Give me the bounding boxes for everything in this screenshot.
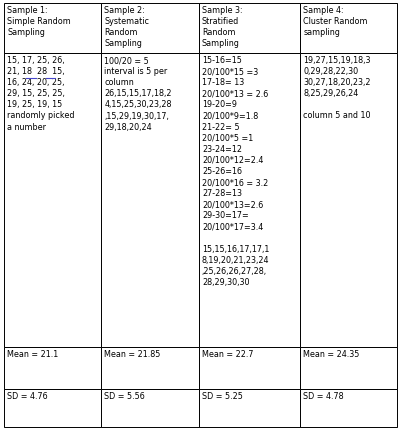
Text: SD = 4.78: SD = 4.78 (303, 392, 344, 401)
Bar (199, 53, 300, 347)
Bar (199, 347, 300, 389)
Text: Mean = 21.1: Mean = 21.1 (7, 350, 58, 359)
Bar (199, 3, 300, 53)
Text: Sample 3:
Stratified
Random
Sampling: Sample 3: Stratified Random Sampling (202, 6, 243, 48)
Text: SD = 4.76: SD = 4.76 (7, 392, 48, 401)
Bar (101, 389, 199, 427)
Bar (199, 389, 300, 427)
Bar (101, 3, 199, 53)
Text: Mean = 24.35: Mean = 24.35 (303, 350, 360, 359)
Text: 15-16=15
20/100*15 =3
17-18= 13
20/100*13 = 2.6
19-20=9
20/100*9=1.8
21-22= 5
20: 15-16=15 20/100*15 =3 17-18= 13 20/100*1… (202, 56, 269, 287)
Text: 15, 17, 25, 26,
21, 18  28  15,
16, 24, 20, 25,
29, 15, 25, 25,
19, 25, 19, 15
r: 15, 17, 25, 26, 21, 18 28 15, 16, 24, 20… (7, 56, 75, 132)
Bar (101, 53, 199, 347)
Bar (300, 389, 397, 427)
Bar (4, 347, 101, 389)
Bar (300, 347, 397, 389)
Bar (4, 3, 101, 53)
Bar (101, 347, 199, 389)
Text: 100/20 = 5
interval is 5 per
column
26,15,15,17,18,2
4,15,25,30,23,28
,15,29,19,: 100/20 = 5 interval is 5 per column 26,1… (105, 56, 172, 132)
Text: Mean = 22.7: Mean = 22.7 (202, 350, 253, 359)
Text: Sample 1:
Simple Random
Sampling: Sample 1: Simple Random Sampling (7, 6, 71, 37)
Bar (4, 389, 101, 427)
Text: SD = 5.56: SD = 5.56 (105, 392, 145, 401)
Text: Sample 4:
Cluster Random
sampling: Sample 4: Cluster Random sampling (303, 6, 368, 37)
Text: SD = 5.25: SD = 5.25 (202, 392, 243, 401)
Text: Mean = 21.85: Mean = 21.85 (105, 350, 161, 359)
Text: Sample 2:
Systematic
Random
Sampling: Sample 2: Systematic Random Sampling (105, 6, 150, 48)
Bar (4, 53, 101, 347)
Bar (300, 3, 397, 53)
Bar (300, 53, 397, 347)
Text: 19,27,15,19,18,3
0,29,28,22,30
30,27,18,20,23,2
8,25,29,26,24

column 5 and 10: 19,27,15,19,18,3 0,29,28,22,30 30,27,18,… (303, 56, 371, 120)
